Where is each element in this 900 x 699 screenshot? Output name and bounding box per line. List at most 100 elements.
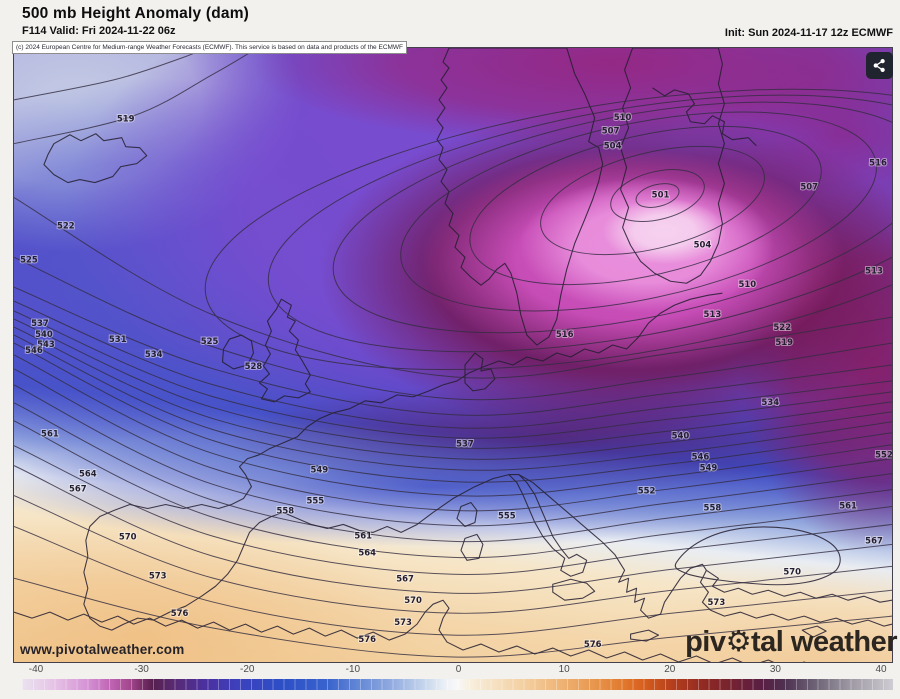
contour-value-label: 531: [109, 334, 127, 344]
logo-text-post: tal weather: [751, 626, 898, 658]
contour-value-label: 549: [700, 463, 718, 473]
contour-value-label: 561: [839, 501, 857, 511]
coast-sardinia: [460, 533, 484, 561]
coast-great-britain: [258, 298, 311, 403]
init-time-label: Init: Sun 2024-11-17 12z ECMWF: [724, 27, 893, 39]
contour-value-label: 513: [865, 265, 883, 275]
colorbar-tick-label: -20: [240, 664, 255, 675]
contour-value-label: 555: [498, 510, 516, 520]
contour-value-label: 516: [869, 158, 887, 168]
contour-value-label: 525: [20, 254, 38, 264]
contour-loop: [469, 125, 822, 286]
contour-value-label: 504: [694, 239, 712, 249]
coast-white-sea: [652, 87, 757, 147]
contour-loop: [400, 111, 877, 312]
contour-value-label: 534: [145, 349, 163, 359]
contour-value-label: 570: [783, 566, 801, 576]
coast-north-africa: [14, 599, 806, 662]
contour-value-label: 540: [35, 329, 53, 339]
contour-line: [14, 420, 892, 559]
contour-value-label: 576: [171, 608, 189, 618]
contour-line: [14, 342, 892, 483]
contour-value-label: 570: [404, 595, 422, 605]
coast-cyprus: [801, 625, 827, 638]
contour-value-label: 576: [358, 634, 376, 644]
contour-value-label: 543: [37, 339, 55, 349]
contour-value-label: 546: [692, 452, 710, 462]
contour-line: [14, 354, 892, 497]
height-contours: [14, 48, 892, 658]
contour-value-label: 564: [79, 469, 97, 479]
contour-value-label: 507: [602, 126, 620, 136]
contour-line: [14, 48, 258, 145]
colorbar-tick-marks: [22, 679, 893, 690]
contour-value-label: 567: [865, 535, 883, 545]
contour-value-label: 573: [394, 617, 412, 627]
copyright-strip: (c) 2024 European Centre for Medium-rang…: [12, 41, 408, 54]
contour-loop: [332, 101, 892, 334]
contour-value-label: 552: [638, 486, 656, 496]
contour-value-label: 549: [310, 465, 328, 475]
anomaly-map-svg: 501 504 504 507 507 510 510 513 513 516 516 519 519 5…: [14, 48, 892, 662]
contour-value-label: 567: [396, 573, 414, 583]
coast-turkey-north: [706, 569, 892, 603]
contour-value-label: 522: [773, 322, 791, 332]
anomaly-shading: [14, 48, 892, 662]
contour-value-label: 528: [245, 361, 263, 371]
contour-loop: [540, 145, 765, 256]
coast-crete: [630, 629, 660, 642]
contour-line: [14, 445, 892, 575]
contour-value-label: 534: [761, 397, 779, 407]
coast-turkey-west-south: [699, 570, 892, 627]
contour-value-label: 561: [41, 429, 59, 439]
share-button[interactable]: [866, 52, 893, 79]
contour-line: [14, 384, 892, 527]
contour-value-label: 537: [31, 318, 49, 328]
coast-sicily: [552, 578, 596, 601]
logo-text-pre: piv: [685, 626, 726, 658]
contour-value-label: 501: [652, 190, 670, 200]
contour-value-label: 525: [201, 336, 219, 346]
contour-value-label: 516: [556, 329, 574, 339]
coast-finland: [620, 48, 725, 284]
contour-value-label: 558: [704, 502, 722, 512]
contour-value-label: 564: [358, 547, 376, 557]
contour-loop: [267, 94, 892, 353]
contour-loop: [635, 183, 680, 208]
watermark-text: www.pivotalweather.com: [20, 642, 185, 657]
coast-corsica: [456, 501, 478, 527]
contour-line: [14, 286, 892, 416]
page-title: 500 mb Height Anomaly (dam): [22, 5, 250, 22]
contour-line: [14, 256, 892, 401]
contour-value-label: 573: [708, 597, 726, 607]
contour-value-label: 546: [25, 345, 43, 355]
colorbar-tick-label: -40: [28, 664, 44, 675]
colorbar-tick-label: 20: [664, 664, 676, 675]
colorbar-tick-label: 30: [769, 664, 781, 675]
contour-line: [14, 577, 892, 658]
contour-value-label: 519: [775, 337, 793, 347]
share-icon: [873, 58, 885, 73]
contour-labels: 501 504 504 507 507 510 510 513 513 516 516 519 519 5…: [19, 111, 892, 650]
colorbar-tick-label: 10: [558, 664, 570, 675]
coast-italy: [508, 474, 588, 577]
contour-value-label: 510: [738, 279, 756, 289]
contour-value-label: 573: [149, 570, 167, 580]
contour-value-label: 519: [117, 114, 135, 124]
contour-line: [14, 300, 892, 429]
colorbar: [22, 679, 893, 690]
valid-time-label: F114 Valid: Fri 2024-11-22 06z: [22, 25, 176, 37]
colorbar-tick-label: 0: [455, 664, 462, 675]
contour-line: [14, 495, 892, 614]
coast-baltic-mainland: [482, 292, 723, 368]
gear-icon: ⚙: [725, 626, 752, 658]
contour-value-label: 567: [69, 484, 87, 494]
pivotal-weather-logo: piv⚙tal weather: [685, 624, 897, 659]
contour-value-label: 561: [354, 530, 372, 540]
contour-line: [14, 197, 892, 379]
contour-loop: [610, 169, 705, 222]
coast-balkans-greece: [518, 474, 707, 619]
contour-line: [14, 465, 892, 594]
colorbar-tick-label: -10: [345, 664, 361, 675]
